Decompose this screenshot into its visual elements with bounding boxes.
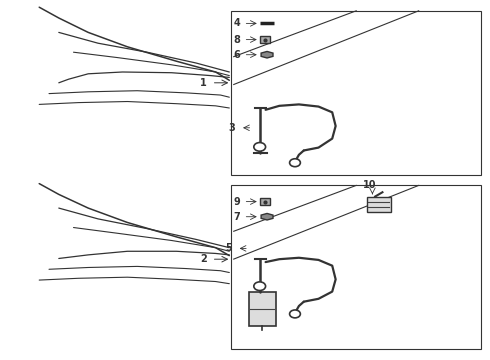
Bar bbox=[260, 36, 270, 43]
Bar bbox=[231, 185, 481, 349]
Bar bbox=[260, 198, 270, 205]
Bar bbox=[367, 197, 391, 212]
Bar bbox=[249, 292, 276, 326]
Text: 4: 4 bbox=[233, 18, 240, 28]
Text: 6: 6 bbox=[233, 50, 240, 60]
Text: 1: 1 bbox=[200, 78, 207, 88]
Text: 10: 10 bbox=[363, 180, 376, 190]
Circle shape bbox=[254, 282, 266, 291]
Polygon shape bbox=[261, 51, 273, 58]
Text: 3: 3 bbox=[228, 123, 235, 133]
Circle shape bbox=[290, 310, 300, 318]
Text: 7: 7 bbox=[233, 212, 240, 222]
Polygon shape bbox=[261, 213, 273, 220]
Text: 8: 8 bbox=[233, 35, 240, 45]
Circle shape bbox=[290, 159, 300, 167]
Circle shape bbox=[254, 143, 266, 151]
Text: 2: 2 bbox=[200, 254, 207, 264]
Bar bbox=[231, 11, 481, 175]
Text: 9: 9 bbox=[233, 197, 240, 207]
Text: 5: 5 bbox=[225, 243, 232, 253]
